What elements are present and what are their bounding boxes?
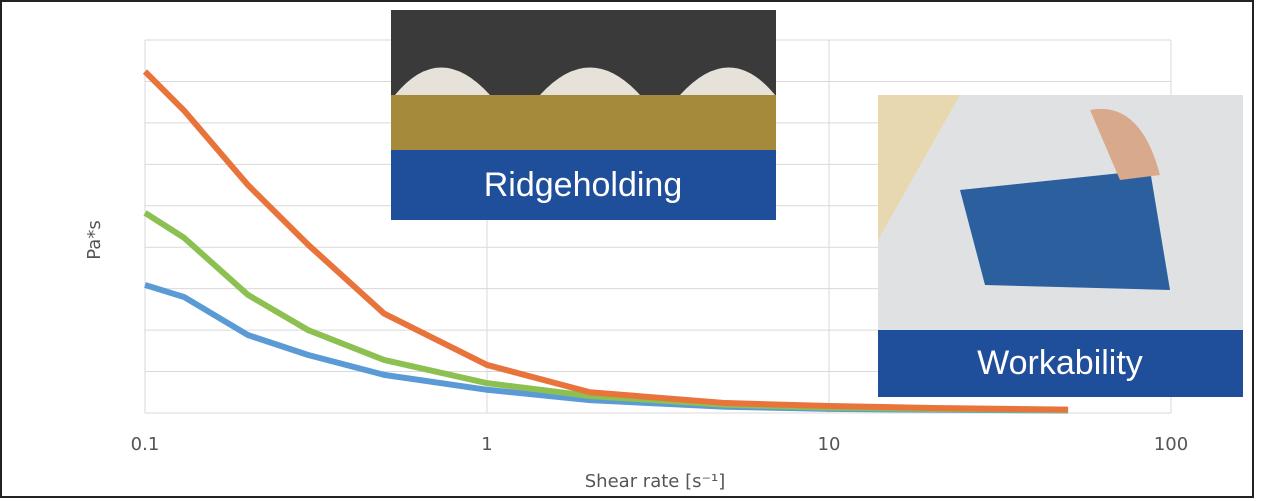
x-tick-label: 100: [1154, 434, 1188, 455]
x-axis-label: Shear rate [s⁻¹]: [585, 471, 725, 492]
annotation: Ridgeholding: [484, 166, 683, 204]
ridgeholding-inset: Ridgeholding: [391, 10, 776, 220]
x-tick-label: 10: [818, 434, 841, 455]
workability-inset: Workability: [878, 95, 1243, 397]
photo-trowel: [960, 170, 1170, 290]
annotation: Workability: [977, 344, 1143, 382]
x-tick-label: 1: [481, 434, 492, 455]
y-axis-label: Pa*s: [84, 220, 105, 259]
photo-substrate: [391, 95, 776, 150]
photo-ridges: [395, 68, 775, 96]
x-tick-label: 0.1: [131, 434, 160, 455]
chart: Pa*s Shear rate [s⁻¹] Ridgeholding Worka…: [0, 0, 1266, 501]
